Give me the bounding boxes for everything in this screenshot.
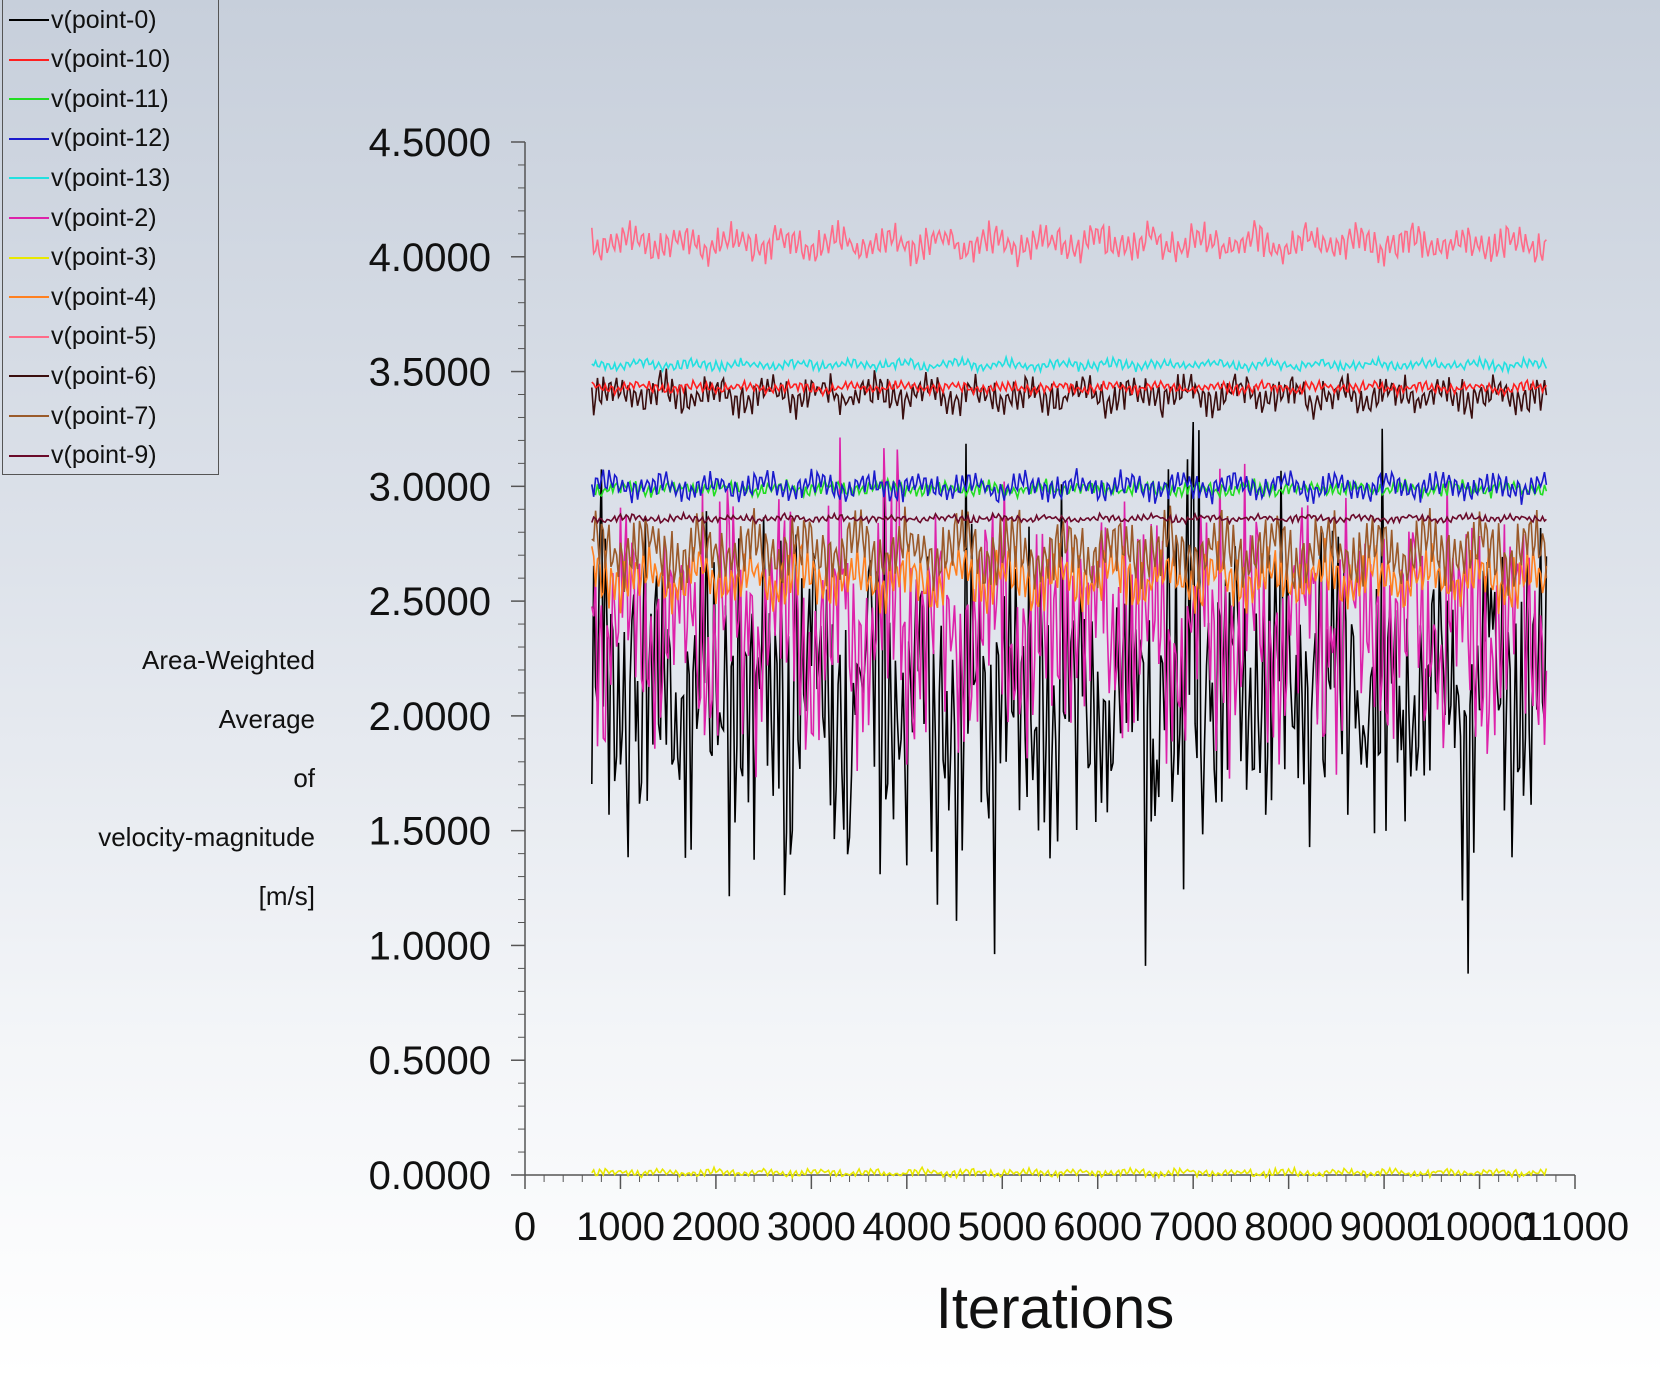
series-line-vpoint-3 [591, 1165, 1548, 1180]
legend-swatch [9, 177, 49, 180]
legend-label: v(point-4) [51, 282, 157, 311]
legend-swatch [9, 415, 49, 417]
x-tick-label: 2000 [671, 1205, 760, 1249]
y-axis-label-line: Average [218, 704, 315, 734]
legend-label: v(point-11) [51, 84, 169, 113]
y-tick-label: 2.5000 [369, 580, 491, 624]
legend-label: v(point-2) [51, 203, 157, 232]
legend-item: v(point-4) [9, 282, 157, 312]
y-tick-label: 2.0000 [369, 695, 491, 739]
x-tick-label: 9000 [1340, 1205, 1429, 1249]
x-tick-label: 0 [514, 1205, 536, 1249]
legend-item: v(point-0) [9, 5, 157, 35]
y-tick-label: 3.5000 [369, 351, 491, 395]
legend-swatch [9, 98, 49, 101]
x-axis-label: Iterations [935, 1276, 1175, 1341]
legend-swatch [9, 296, 49, 299]
legend-item: v(point-9) [9, 441, 157, 471]
legend-label: v(point-3) [51, 243, 157, 272]
legend-swatch [9, 335, 49, 338]
series-line-vpoint-12 [591, 468, 1548, 505]
legend-item: v(point-5) [9, 322, 157, 352]
legend-item: v(point-2) [9, 203, 157, 233]
legend-item: v(point-13) [9, 163, 171, 193]
x-tick-label: 3000 [767, 1205, 856, 1249]
y-tick-label: 0.5000 [369, 1039, 491, 1083]
legend-label: v(point-6) [51, 361, 157, 390]
x-tick-label: 8000 [1244, 1205, 1333, 1249]
legend-label: v(point-13) [51, 163, 171, 192]
x-tick-label: 4000 [862, 1205, 951, 1249]
x-tick-label: 7000 [1149, 1205, 1238, 1249]
y-axis-label-line: Area-Weighted [142, 645, 315, 675]
legend-label: v(point-12) [51, 124, 171, 153]
x-tick-label: 5000 [958, 1205, 1047, 1249]
x-tick-label: 6000 [1053, 1205, 1142, 1249]
legend-item: v(point-3) [9, 243, 157, 273]
series-line-vpoint-9 [591, 510, 1547, 526]
legend-item: v(point-11) [9, 84, 169, 114]
legend: v(point-0) v(point-10) v(point-11) v(point-… [2, 0, 219, 475]
legend-swatch [9, 217, 49, 219]
legend-label: v(point-9) [51, 441, 157, 470]
series-line-vpoint-2 [591, 437, 1548, 779]
series-line-vpoint-5 [591, 220, 1547, 268]
legend-swatch [9, 256, 49, 259]
y-tick-label: 1.0000 [369, 924, 491, 968]
legend-item: v(point-10) [9, 45, 171, 75]
y-tick-label: 4.0000 [369, 236, 491, 280]
legend-swatch [9, 137, 49, 140]
y-tick-label: 3.0000 [369, 465, 491, 509]
y-axis-label-line: velocity-magnitude [98, 822, 315, 852]
legend-label: v(point-0) [51, 5, 157, 34]
legend-item: v(point-6) [9, 361, 157, 391]
series-line-vpoint-13 [591, 354, 1548, 375]
y-tick-label: 0.0000 [369, 1154, 491, 1198]
series-line-vpoint-10 [591, 378, 1548, 399]
x-tick-label: 1000 [576, 1205, 665, 1249]
y-tick-label: 4.5000 [369, 121, 491, 165]
legend-swatch [9, 58, 49, 61]
legend-swatch [9, 375, 49, 378]
y-axis-label-line: of [293, 763, 315, 793]
y-tick-label: 1.5000 [369, 810, 491, 854]
legend-label: v(point-7) [51, 401, 157, 430]
y-axis-label-line: [m/s] [258, 881, 315, 911]
y-axis-label: Area-Weighted Average of velocity-magnitude… [60, 640, 315, 935]
legend-swatch [9, 19, 49, 21]
legend-item: v(point-12) [9, 124, 171, 154]
series-line-vpoint-7 [591, 505, 1548, 596]
x-tick-label: 11000 [1521, 1205, 1629, 1249]
legend-label: v(point-10) [51, 45, 171, 74]
legend-swatch [9, 454, 49, 457]
legend-label: v(point-5) [51, 322, 157, 351]
legend-item: v(point-7) [9, 401, 157, 431]
series-line-vpoint-0 [591, 421, 1548, 974]
x-tick-label: 10000 [1424, 1205, 1535, 1249]
